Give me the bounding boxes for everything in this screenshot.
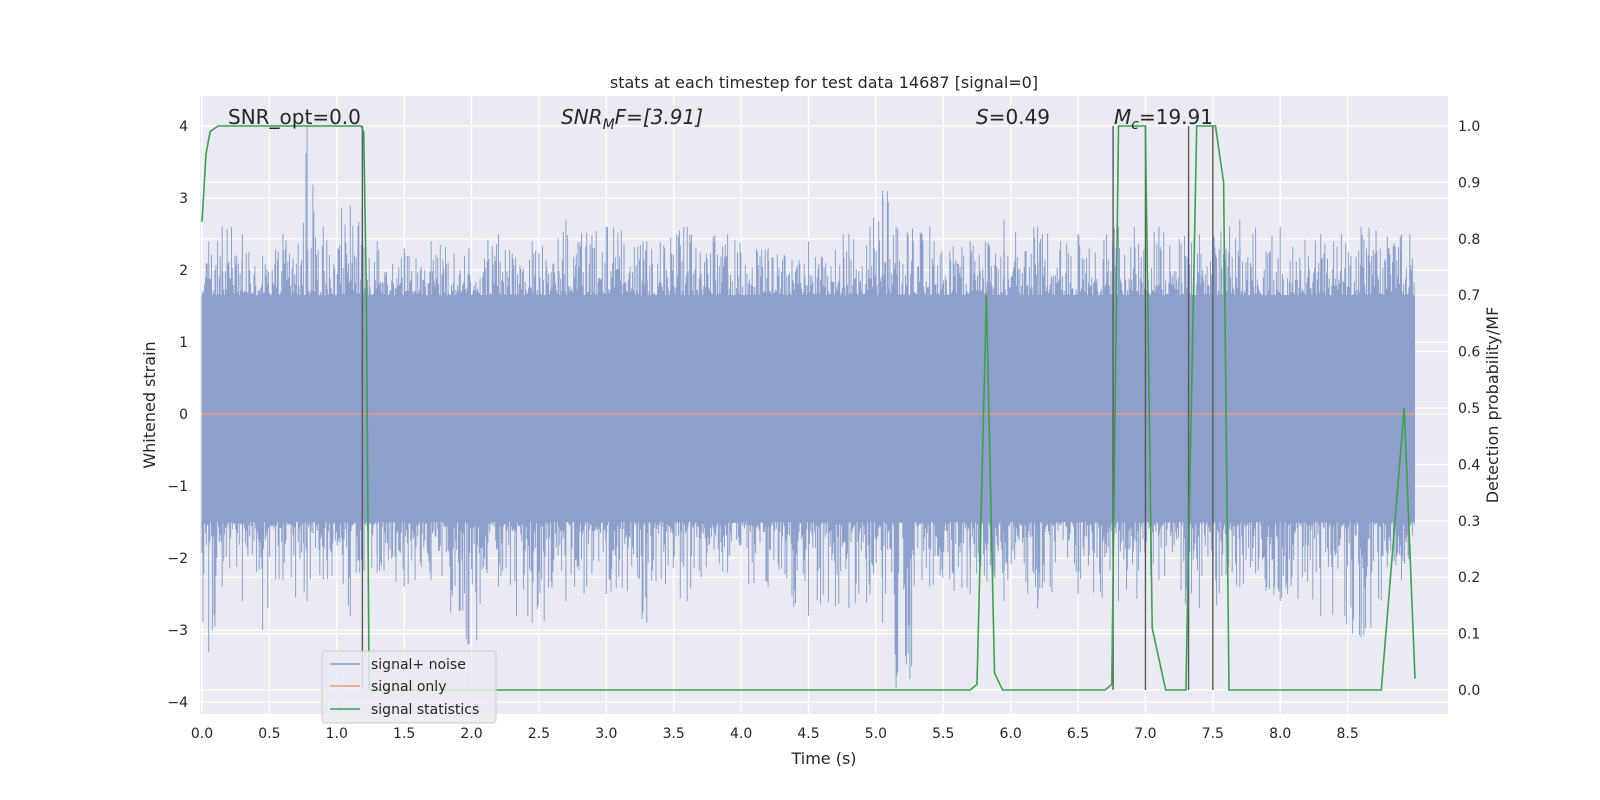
x-tick-label-1: 0.5 [258, 726, 280, 742]
y-tick-right-label-9: 0.1 [1458, 627, 1480, 643]
y-tick-right-label-0: 1.0 [1458, 119, 1480, 135]
x-tick-label-5: 2.5 [528, 726, 550, 742]
legend-label-statistics: signal statistics [371, 702, 479, 718]
snr-mf-rest: F=[3.91] [615, 105, 703, 129]
x-tick-label-14: 7.0 [1134, 726, 1156, 742]
x-axis-label: Time (s) [790, 749, 856, 768]
y-tick-left-label-5: −1 [167, 479, 188, 495]
x-tick-label-15: 7.5 [1202, 726, 1224, 742]
y-tick-left-label-8: −4 [167, 695, 188, 711]
x-tick-label-7: 3.5 [663, 726, 685, 742]
annotation-snr-mf: SNRMF=[3.91] [561, 105, 703, 133]
y-ticks-right: 1.0 0.9 0.8 0.7 0.6 0.5 0.4 0.3 0.2 0.1 0.0 [1458, 119, 1480, 699]
y-tick-right-label-6: 0.4 [1458, 457, 1480, 473]
noise-spikes [201, 126, 1415, 688]
y-tick-right-label-4: 0.6 [1458, 345, 1480, 361]
s-var: S [976, 105, 989, 129]
annotation-mc: Mc=19.91 [1114, 105, 1213, 133]
annotations: SNR_opt=0.0 SNRMF=[3.91] S=0.49 Mc=19.91 [228, 105, 1213, 133]
s-rest: =0.49 [989, 105, 1050, 129]
x-tick-label-11: 5.5 [932, 726, 954, 742]
mc-rest: =19.91 [1139, 105, 1213, 129]
y-axis-label-left: Whitened strain [140, 341, 159, 468]
legend: signal+ noise signal only signal statist… [321, 650, 497, 724]
x-tick-label-10: 5.0 [865, 726, 887, 742]
y-tick-left-label-1: 3 [179, 191, 188, 207]
y-tick-right-label-8: 0.2 [1458, 570, 1480, 586]
y-tick-right-label-10: 0.0 [1458, 683, 1480, 699]
y-tick-left-label-0: 4 [179, 119, 188, 135]
x-tick-label-9: 4.5 [797, 726, 819, 742]
mc-sub: c [1131, 117, 1139, 133]
x-tick-label-17: 8.5 [1336, 726, 1358, 742]
y-tick-right-label-5: 0.5 [1458, 401, 1480, 417]
y-ticks-left: 4 3 2 1 0 −1 −2 −3 −4 [167, 119, 188, 711]
x-tick-label-8: 4.0 [730, 726, 752, 742]
x-tick-label-3: 1.5 [393, 726, 415, 742]
x-tick-label-12: 6.0 [1000, 726, 1022, 742]
x-tick-label-13: 6.5 [1067, 726, 1089, 742]
x-tick-label-0: 0.0 [191, 726, 213, 742]
y-tick-left-label-4: 0 [179, 407, 188, 423]
vertical-markers [361, 126, 1214, 690]
y-tick-left-label-2: 2 [179, 263, 188, 279]
legend-box [321, 650, 497, 724]
chart-title: stats at each timestep for test data 146… [610, 73, 1038, 92]
x-tick-label-4: 2.0 [460, 726, 482, 742]
y-tick-right-label-1: 0.9 [1458, 175, 1480, 191]
y-tick-left-label-7: −3 [167, 623, 188, 639]
x-tick-label-16: 8.0 [1269, 726, 1291, 742]
mc-var: M [1114, 105, 1131, 129]
x-tick-label-2: 1.0 [326, 726, 348, 742]
signal-statistics-line [201, 125, 1416, 691]
legend-label-noise: signal+ noise [371, 657, 466, 673]
y-tick-right-label-2: 0.8 [1458, 232, 1480, 248]
x-ticks: 0.0 0.5 1.0 1.5 2.0 2.5 3.0 3.5 4.0 4.5 5.0 5.5 6.0 6… [191, 726, 1359, 742]
y-tick-left-label-6: −2 [167, 551, 188, 567]
snr-mf-base: SNR [561, 105, 603, 129]
y-axis-label-right: Detection probability/MF [1483, 307, 1502, 504]
annotation-s: S=0.49 [976, 105, 1050, 129]
snr-mf-sub: M [603, 117, 615, 133]
y-tick-right-label-7: 0.3 [1458, 514, 1480, 530]
annotation-snr-opt: SNR_opt=0.0 [228, 105, 361, 129]
x-tick-label-6: 3.0 [595, 726, 617, 742]
legend-label-signal-only: signal only [371, 679, 446, 695]
y-tick-right-label-3: 0.7 [1458, 288, 1480, 304]
y-tick-left-label-3: 1 [179, 335, 188, 351]
